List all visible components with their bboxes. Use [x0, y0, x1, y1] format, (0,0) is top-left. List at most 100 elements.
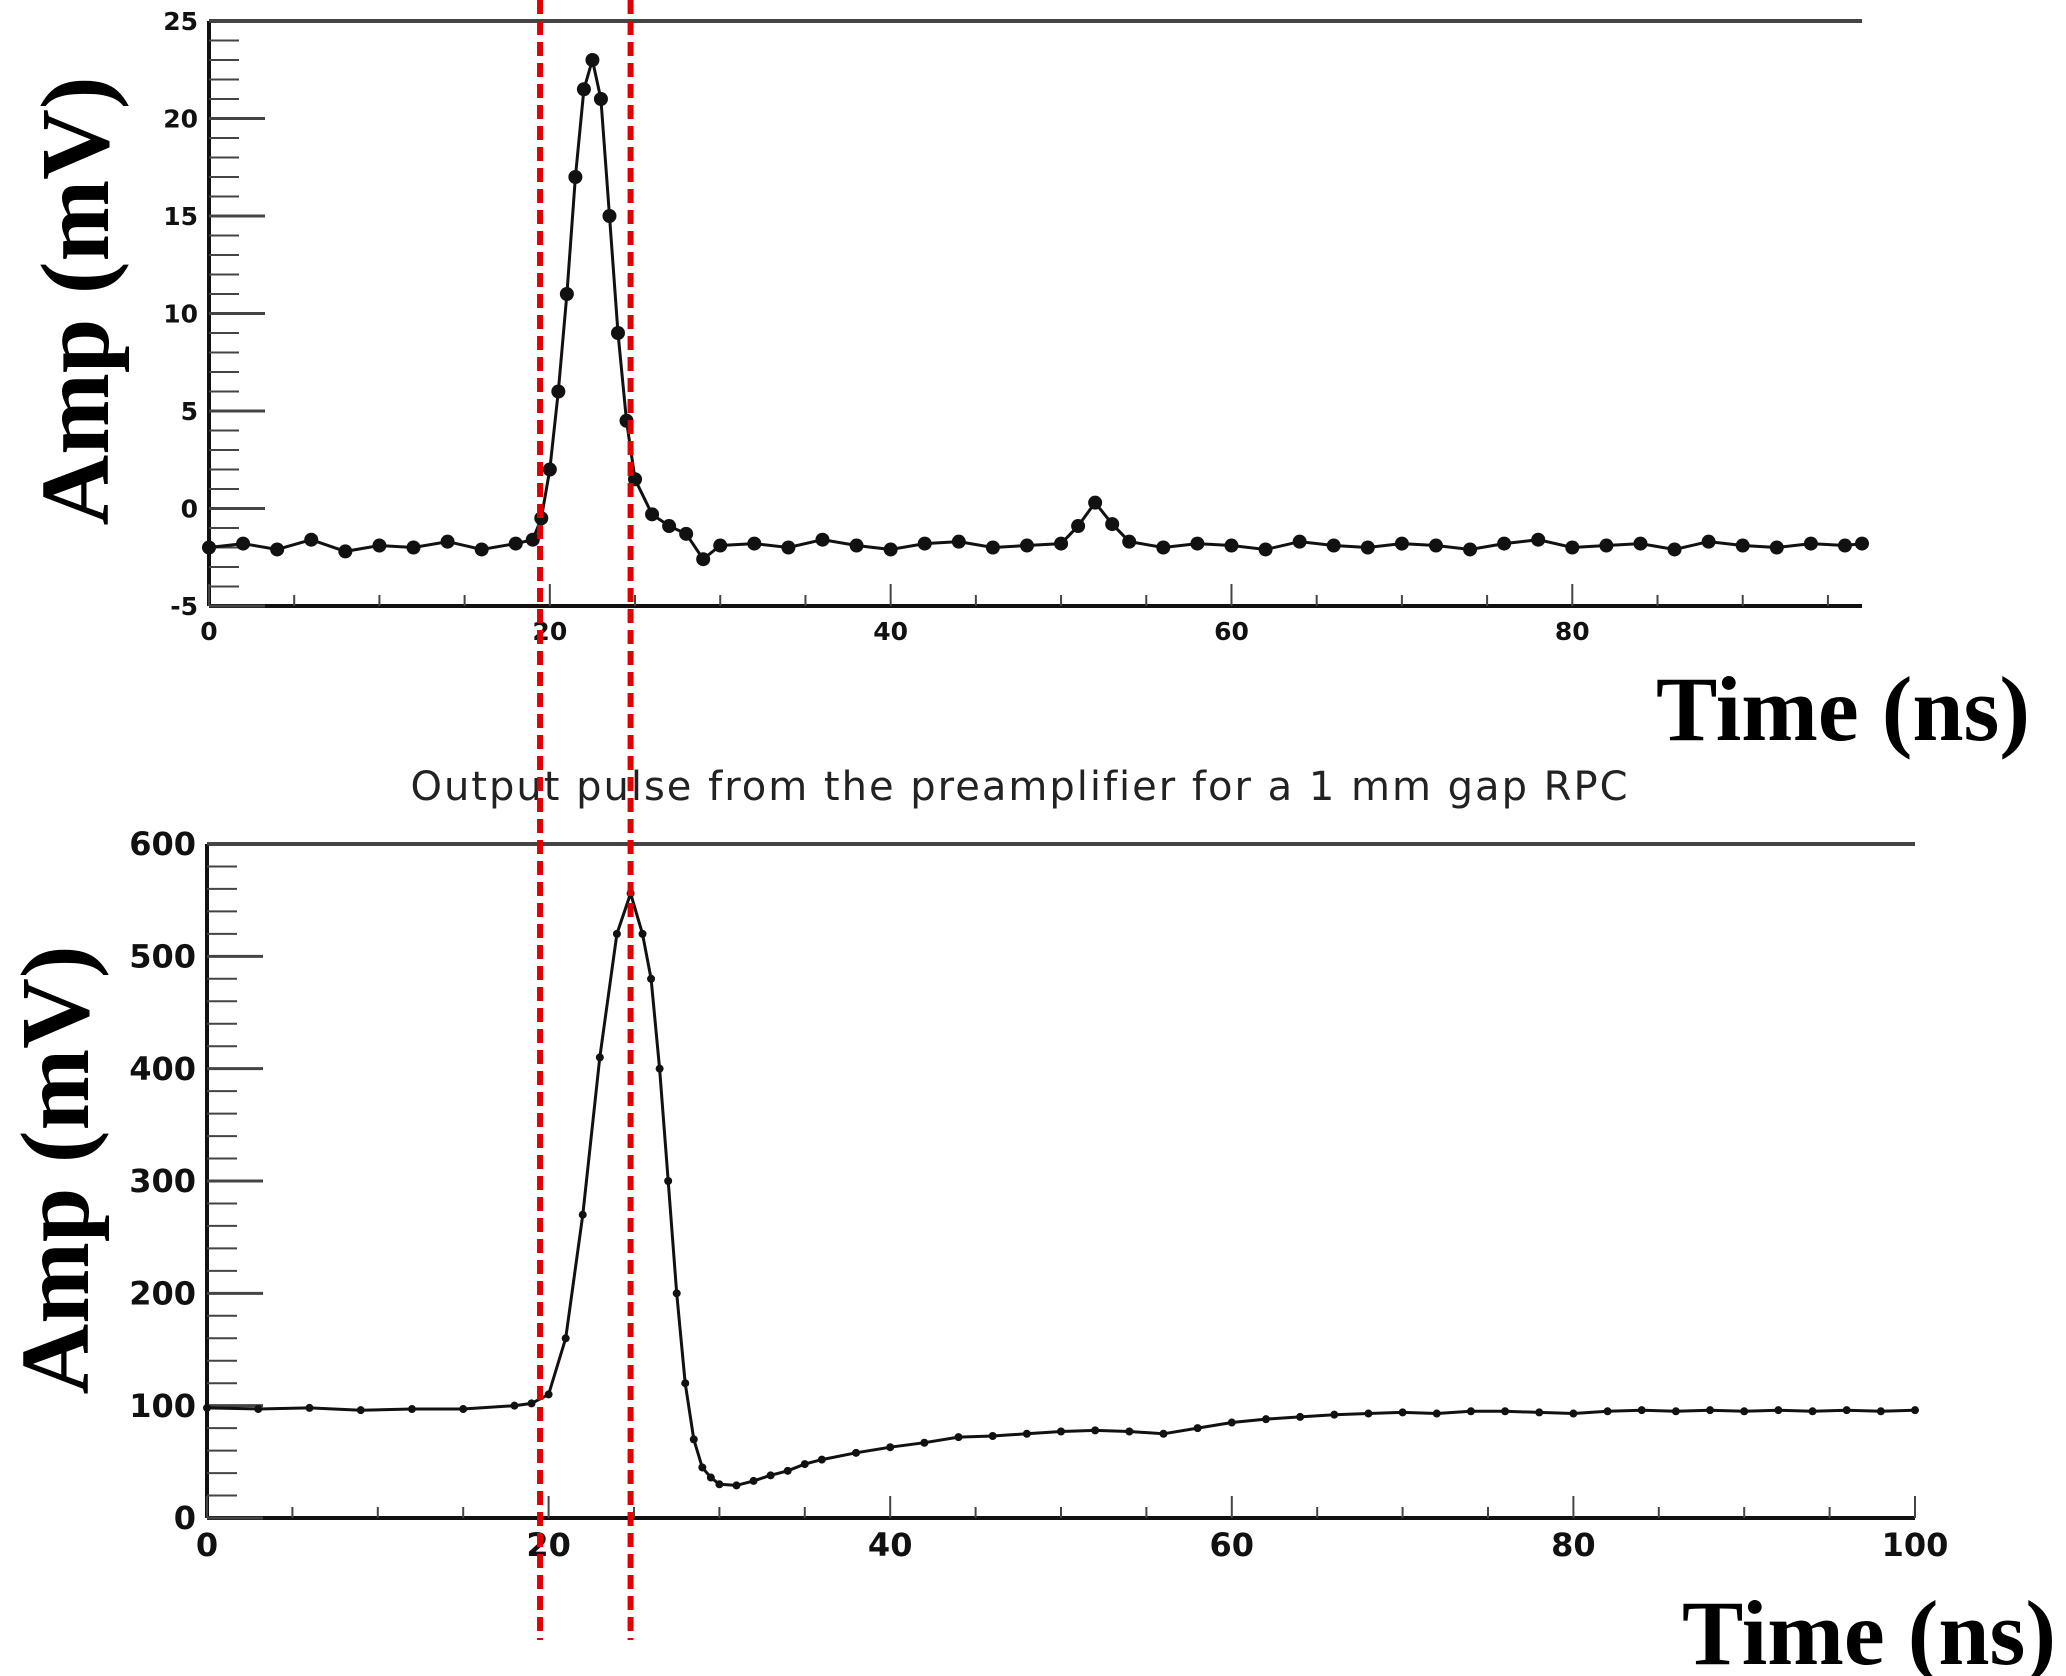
bottom-x-axis-title: Time (ns): [1682, 1582, 2056, 1676]
bot-data-point: [706, 1473, 715, 1482]
top-data-point: [1497, 536, 1512, 551]
top-data-point: [474, 542, 489, 557]
bot-data-point: [1876, 1407, 1885, 1416]
bot-data-point: [715, 1480, 724, 1489]
top-data-point: [1463, 542, 1478, 557]
top-data-point: [525, 532, 540, 547]
top-data-point: [236, 536, 251, 551]
top-data-point: [593, 92, 608, 106]
bot-data-point: [1432, 1409, 1441, 1418]
bot-data-point: [749, 1476, 758, 1485]
bot-data-point: [766, 1471, 775, 1480]
bot-data-point: [783, 1466, 792, 1475]
bot-y-tick-label: 0: [174, 1499, 196, 1537]
top-data-point: [1071, 519, 1086, 534]
top-data-point: [985, 540, 1000, 555]
top-data-point: [1701, 534, 1716, 549]
bot-data-point: [1330, 1410, 1339, 1419]
top-y-tick-label: 15: [163, 202, 198, 231]
top-data-point: [1292, 534, 1307, 549]
top-pulse-chart: 0 20 40 60 80 -5 0 5 10 15 20 25 Amp (mV) Time (ns…: [22, 7, 2030, 760]
bot-x-tick-label: 0: [196, 1526, 218, 1564]
bot-x-tick-label: 80: [1551, 1526, 1596, 1564]
top-axis-ticks: [208, 19, 1829, 608]
bottom-x-tick-labels: 0 20 40 60 80 100: [196, 1526, 1949, 1564]
bot-data-point: [1364, 1409, 1373, 1418]
top-data-point: [1735, 538, 1750, 553]
bot-data-point: [578, 1210, 587, 1219]
bot-data-point: [459, 1405, 468, 1414]
bot-data-point: [1808, 1407, 1817, 1416]
top-y-tick-label: 20: [163, 104, 198, 133]
bot-data-point: [672, 1289, 681, 1298]
top-data-point: [542, 462, 557, 477]
bot-data-point: [689, 1435, 698, 1444]
top-data-point: [1769, 540, 1784, 555]
bot-data-point: [561, 1334, 570, 1343]
top-data-point: [679, 526, 694, 541]
top-data-point: [645, 507, 660, 522]
top-data-point: [602, 209, 617, 223]
bot-data-point: [1398, 1408, 1407, 1417]
bot-data-point: [1261, 1415, 1270, 1424]
bot-data-point: [1501, 1407, 1510, 1416]
bot-data-point: [800, 1460, 809, 1469]
top-data-point: [696, 552, 711, 567]
top-data-point: [372, 538, 387, 553]
bot-data-point: [886, 1443, 895, 1452]
top-data-point: [883, 542, 898, 557]
top-data-point: [1531, 532, 1546, 547]
bot-series-line: [206, 888, 1916, 1487]
top-data-point: [585, 53, 600, 67]
bot-y-tick-label: 100: [129, 1387, 196, 1425]
top-data-point: [559, 287, 574, 301]
top-data-point: [1105, 517, 1120, 532]
top-data-point: [304, 532, 319, 547]
top-data-point: [1019, 538, 1034, 553]
bottom-chart-title: Output pulse from the preamplifier for a…: [410, 764, 1629, 810]
bot-data-point: [664, 1177, 673, 1185]
bot-x-tick-label: 60: [1210, 1526, 1255, 1564]
top-data-point: [1190, 536, 1205, 551]
bot-data-point: [1535, 1408, 1544, 1417]
top-data-point: [662, 519, 677, 534]
bot-data-point: [1706, 1406, 1715, 1415]
top-data-point: [713, 538, 728, 553]
top-data-point: [781, 540, 796, 555]
top-data-point: [551, 384, 566, 399]
bot-x-tick-label: 20: [526, 1526, 571, 1564]
bot-data-point: [681, 1379, 690, 1388]
bot-data-point: [817, 1455, 826, 1464]
bot-y-tick-label: 500: [129, 938, 196, 976]
top-x-tick-labels: 0 20 40 60 80: [200, 617, 1589, 646]
top-data-point: [747, 536, 762, 551]
top-data-point: [1599, 538, 1614, 553]
top-data-point: [951, 534, 966, 549]
top-y-axis-title: Amp (mV): [22, 76, 130, 525]
top-data-point: [1803, 536, 1818, 551]
bot-data-point: [655, 1064, 664, 1073]
bot-data-point: [1603, 1407, 1612, 1416]
top-y-tick-label: 5: [181, 397, 198, 426]
bot-data-point: [1022, 1429, 1031, 1438]
bot-data-point: [254, 1405, 263, 1414]
bot-x-tick-label: 100: [1882, 1526, 1949, 1564]
top-pulse-series: [202, 53, 1869, 567]
bot-data-point: [1466, 1407, 1475, 1416]
bot-data-point: [647, 974, 656, 983]
bot-data-point: [203, 1403, 211, 1412]
top-data-point: [1258, 542, 1273, 557]
bottom-pulse-chart: 0 20 40 60 80 100 0 100 200 300 400 500 600 Amp (mV…: [2, 825, 2056, 1676]
top-y-tick-labels: -5 0 5 10 15 20 25: [163, 7, 198, 621]
bot-data-point: [1671, 1407, 1680, 1416]
top-data-point: [270, 542, 285, 557]
top-data-point: [406, 540, 421, 555]
bot-data-point: [920, 1438, 929, 1447]
top-data-point: [568, 170, 583, 184]
bot-data-point: [612, 929, 621, 938]
top-data-point: [849, 538, 864, 553]
bot-data-point: [544, 1390, 553, 1399]
top-data-point: [1156, 540, 1171, 555]
top-data-point: [815, 532, 830, 547]
